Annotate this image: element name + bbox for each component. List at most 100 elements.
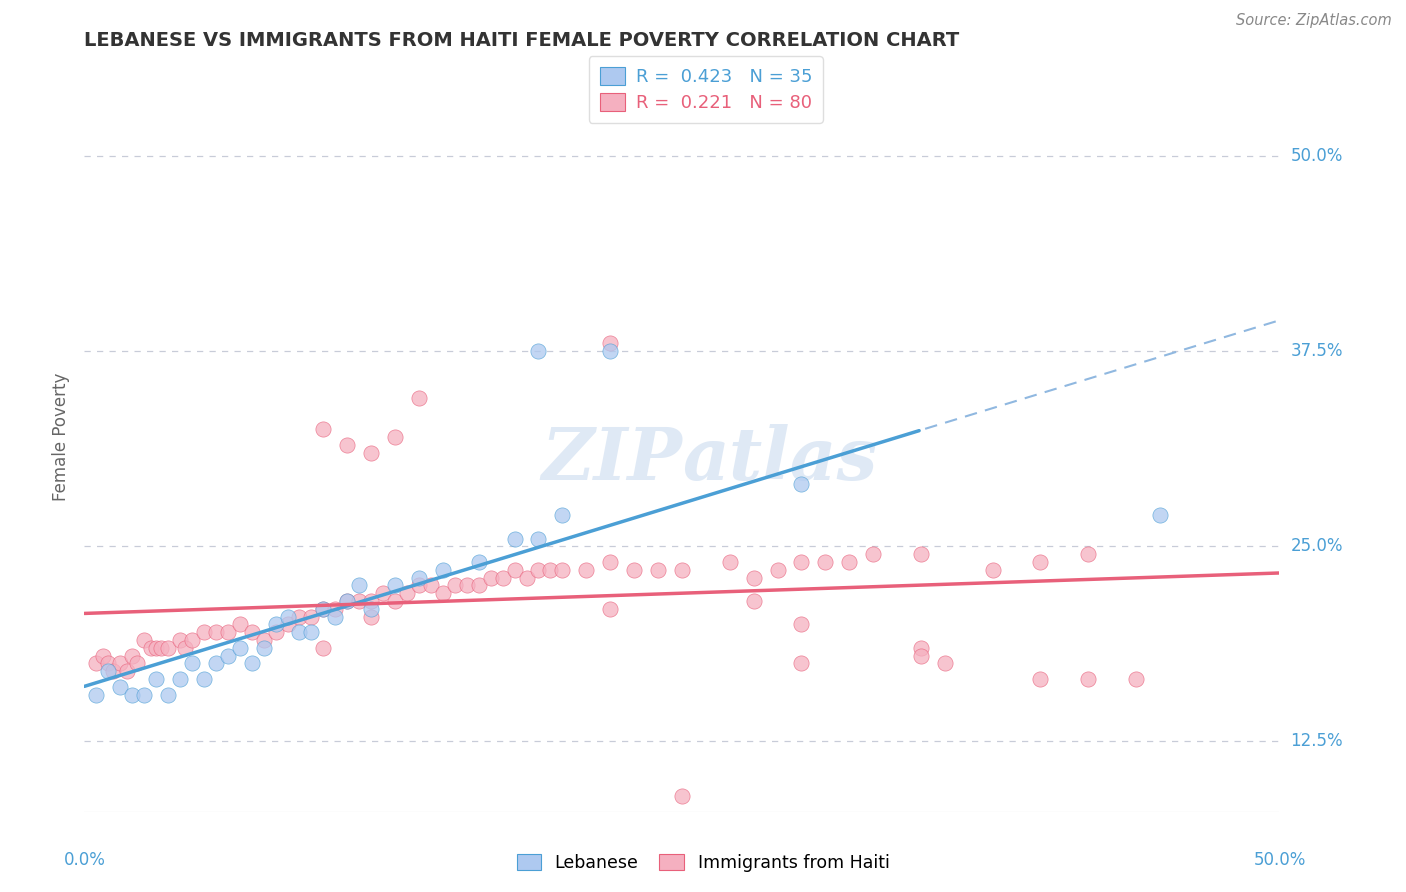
Point <box>93 648 115 663</box>
Point <box>97 657 120 671</box>
Point <box>838 555 860 569</box>
Point <box>240 657 263 671</box>
Point <box>101 664 124 679</box>
Point <box>253 640 276 655</box>
Point <box>671 563 693 577</box>
Point <box>468 555 491 569</box>
Point <box>217 625 239 640</box>
Point <box>132 633 156 648</box>
Point <box>110 680 132 694</box>
Point <box>181 657 204 671</box>
Point <box>373 586 395 600</box>
Point <box>193 672 215 686</box>
Point <box>301 625 323 640</box>
Point <box>790 477 813 491</box>
Point <box>671 789 693 804</box>
Point <box>718 555 741 569</box>
Point <box>264 617 287 632</box>
Text: 37.5%: 37.5% <box>1291 343 1343 360</box>
Point <box>527 532 550 546</box>
Point <box>336 594 359 608</box>
Point <box>551 508 574 523</box>
Point <box>981 563 1004 577</box>
Point <box>599 336 621 351</box>
Point <box>360 602 382 616</box>
Point <box>312 602 335 616</box>
Point <box>384 578 406 592</box>
Point <box>288 625 311 640</box>
Point <box>384 430 406 444</box>
Point <box>205 657 228 671</box>
Text: 25.0%: 25.0% <box>1291 537 1343 556</box>
Point <box>599 344 621 359</box>
Point <box>910 547 932 561</box>
Point <box>360 446 382 460</box>
Point <box>1077 672 1099 686</box>
Point <box>205 625 228 640</box>
Point <box>288 609 311 624</box>
Point <box>277 609 299 624</box>
Point <box>145 672 167 686</box>
Point <box>910 640 932 655</box>
Point <box>229 617 252 632</box>
Point <box>121 688 143 702</box>
Point <box>408 578 430 592</box>
Point <box>408 391 430 405</box>
Point <box>349 594 371 608</box>
Point <box>277 617 299 632</box>
Legend: Lebanese, Immigrants from Haiti: Lebanese, Immigrants from Haiti <box>509 847 897 879</box>
Point <box>1077 547 1099 561</box>
Point <box>169 672 191 686</box>
Point <box>384 594 406 608</box>
Point <box>575 563 598 577</box>
Point <box>193 625 215 640</box>
Point <box>181 633 204 648</box>
Text: atlas: atlas <box>682 424 877 495</box>
Point <box>468 578 491 592</box>
Point <box>1029 672 1052 686</box>
Point <box>934 657 956 671</box>
Point <box>360 609 382 624</box>
Point <box>97 664 120 679</box>
Point <box>742 594 765 608</box>
Point <box>790 555 813 569</box>
Y-axis label: Female Poverty: Female Poverty <box>52 373 70 501</box>
Point <box>420 578 443 592</box>
Point <box>527 563 550 577</box>
Point <box>444 578 467 592</box>
Point <box>492 571 515 585</box>
Point <box>86 688 108 702</box>
Text: Source: ZipAtlas.com: Source: ZipAtlas.com <box>1236 13 1392 29</box>
Point <box>623 563 645 577</box>
Point <box>551 563 574 577</box>
Point <box>766 563 789 577</box>
Point <box>264 625 287 640</box>
Point <box>1029 555 1052 569</box>
Point <box>312 602 335 616</box>
Point <box>790 617 813 632</box>
Point <box>349 578 371 592</box>
Point <box>157 640 180 655</box>
Point <box>432 563 454 577</box>
Point <box>132 688 156 702</box>
Text: LEBANESE VS IMMIGRANTS FROM HAITI FEMALE POVERTY CORRELATION CHART: LEBANESE VS IMMIGRANTS FROM HAITI FEMALE… <box>84 30 960 50</box>
Point <box>1149 508 1171 523</box>
Point <box>86 657 108 671</box>
Text: ZIP: ZIP <box>541 424 682 495</box>
Point <box>910 648 932 663</box>
Point <box>456 578 478 592</box>
Point <box>173 640 195 655</box>
Point <box>336 438 359 452</box>
Point <box>157 688 180 702</box>
Text: 0.0%: 0.0% <box>63 851 105 869</box>
Point <box>125 657 148 671</box>
Point <box>253 633 276 648</box>
Point <box>149 640 172 655</box>
Point <box>360 594 382 608</box>
Point <box>599 602 621 616</box>
Text: 12.5%: 12.5% <box>1291 732 1343 750</box>
Point <box>503 563 526 577</box>
Point <box>141 640 163 655</box>
Point <box>145 640 167 655</box>
Point <box>110 657 132 671</box>
